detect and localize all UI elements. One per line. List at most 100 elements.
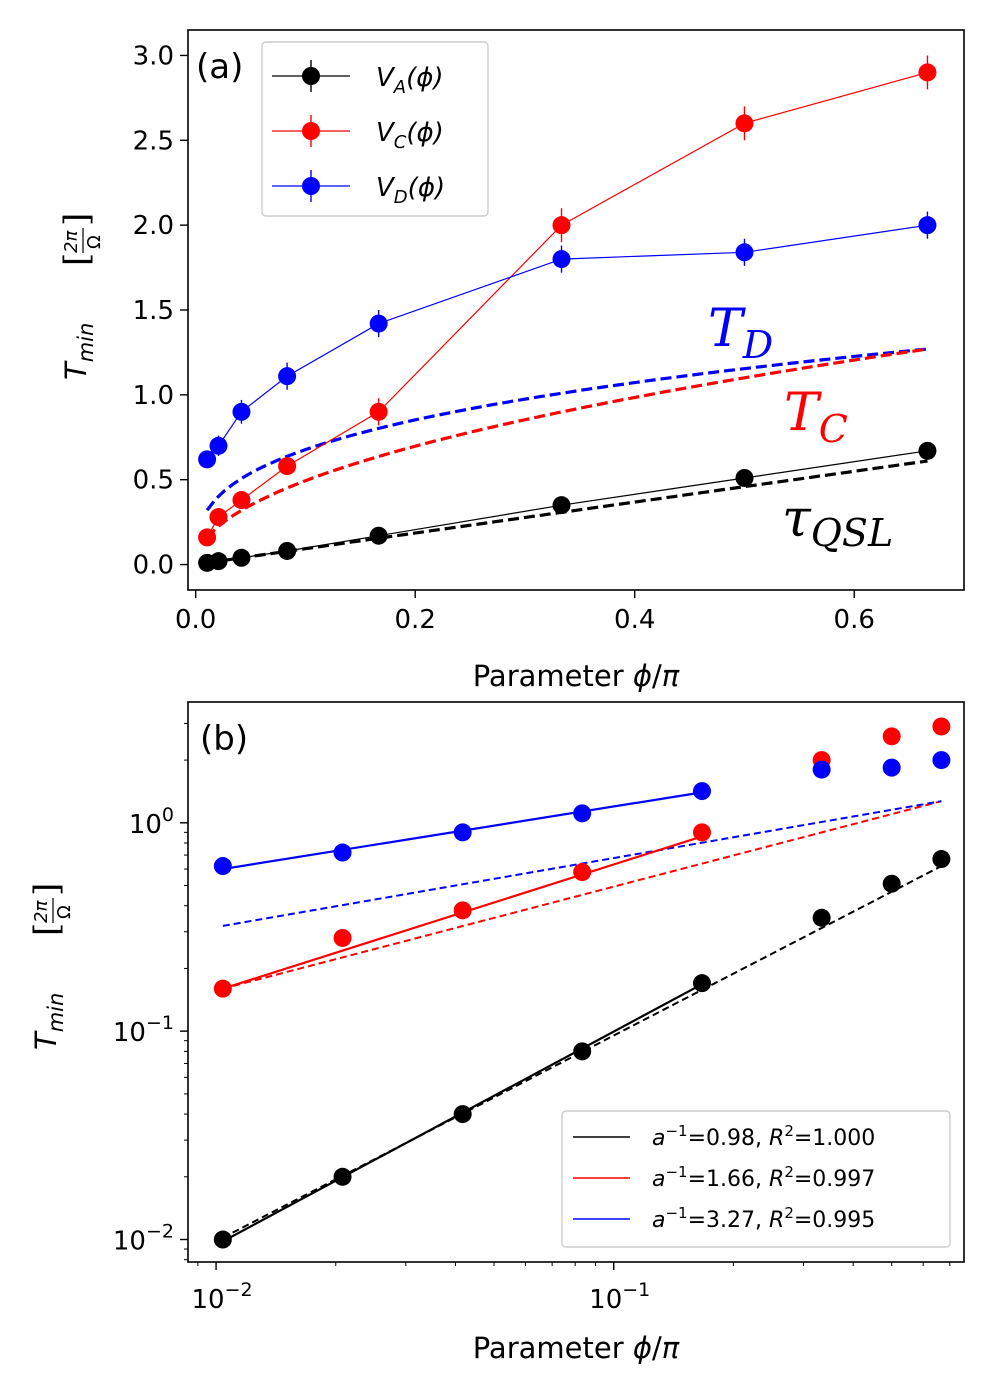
tick-label: 10−2 bbox=[113, 1221, 174, 1257]
y-tick-label: 1.5 bbox=[133, 296, 174, 326]
data-point bbox=[918, 63, 937, 82]
data-point bbox=[918, 216, 937, 235]
legend-entry: VA(ϕ) bbox=[376, 63, 444, 98]
tick-label: 10−1 bbox=[113, 1012, 174, 1048]
data-point bbox=[333, 843, 352, 862]
data-point bbox=[552, 250, 571, 269]
data-point bbox=[213, 979, 232, 998]
data-point bbox=[882, 758, 901, 777]
legend-marker bbox=[302, 177, 320, 195]
data-point bbox=[198, 528, 217, 547]
data-point bbox=[692, 782, 711, 801]
x-tick-label: 0.4 bbox=[614, 605, 655, 635]
data-point bbox=[812, 760, 831, 779]
data-point bbox=[369, 314, 388, 333]
data-point bbox=[369, 402, 388, 421]
panel-b-frame bbox=[187, 701, 965, 1263]
panel-a-y-label: Tmin [ 2π Ω ] bbox=[57, 213, 105, 380]
label-tc: TC bbox=[784, 383, 848, 451]
tick-label: 100 bbox=[129, 804, 174, 840]
data-point bbox=[573, 863, 592, 882]
tick-label: 10−2 bbox=[192, 1279, 253, 1315]
data-point bbox=[812, 908, 831, 927]
data-point bbox=[232, 548, 251, 567]
panel-b-y-ticks: 10−2 10−1 100 bbox=[113, 722, 188, 1261]
data-point bbox=[333, 1167, 352, 1186]
panel-b-y-label: Tmin [ 2π Ω ] bbox=[27, 883, 75, 1050]
dashed-curve-tc bbox=[205, 347, 928, 539]
svg-text:Ω: Ω bbox=[54, 905, 75, 919]
y-tick-label: 3.0 bbox=[133, 41, 174, 71]
data-point bbox=[552, 496, 571, 515]
x-tick-label: 0.6 bbox=[834, 605, 875, 635]
data-point bbox=[735, 114, 754, 133]
svg-text:]: ] bbox=[27, 883, 67, 896]
data-point bbox=[333, 928, 352, 947]
data-point bbox=[932, 850, 951, 869]
panel-b: 10−2 10−1 10−2 10−1 100 (b) a−1=0.98, R2=1.… bbox=[27, 701, 965, 1365]
panel-b-points bbox=[213, 717, 951, 1249]
y-tick-label: 1.0 bbox=[133, 381, 174, 411]
legend-entry: a−1=3.27, R2=0.995 bbox=[652, 1204, 875, 1233]
data-point bbox=[213, 857, 232, 876]
panel-b-label: (b) bbox=[200, 719, 248, 759]
data-point bbox=[232, 491, 251, 510]
dashed-curve-qsl bbox=[206, 459, 928, 565]
y-tick-label: 2.0 bbox=[133, 211, 174, 241]
data-point bbox=[278, 541, 297, 560]
data-point bbox=[453, 901, 472, 920]
panel-a: 0.0 0.2 0.4 0.6 0.0 0.5 1.0 1.5 2.0 2.5 3.0 (a) T… bbox=[57, 29, 965, 693]
panel-a-x-label: Parameter ϕ/π bbox=[473, 659, 680, 693]
panel-b-legend: a−1=0.98, R2=1.000 a−1=1.66, R2=0.997 a−1=… bbox=[561, 1110, 951, 1248]
svg-text:[: [ bbox=[27, 923, 67, 936]
dashed-curve-td bbox=[205, 347, 928, 512]
data-point bbox=[882, 727, 901, 746]
panel-a-label: (a) bbox=[196, 47, 243, 87]
legend-entry: VD(ϕ) bbox=[376, 173, 445, 208]
legend-entry: VC(ϕ) bbox=[376, 118, 444, 153]
data-point bbox=[692, 823, 711, 842]
panel-a-dashed-curves bbox=[205, 347, 928, 565]
x-tick-label: 0.2 bbox=[395, 605, 436, 635]
data-point bbox=[735, 243, 754, 262]
data-point bbox=[209, 508, 228, 527]
label-td: TD bbox=[708, 299, 773, 367]
legend-marker bbox=[302, 67, 320, 85]
legend-marker bbox=[302, 122, 320, 140]
data-point bbox=[573, 1042, 592, 1061]
data-point bbox=[573, 804, 592, 823]
panel-a-series bbox=[198, 55, 937, 572]
data-point bbox=[918, 441, 937, 460]
svg-text:Tmin: Tmin bbox=[29, 993, 68, 1050]
data-point bbox=[209, 552, 228, 571]
x-tick-label: 0.0 bbox=[175, 605, 216, 635]
y-tick-label: 0.0 bbox=[133, 551, 174, 581]
data-point bbox=[692, 974, 711, 993]
data-point bbox=[278, 367, 297, 386]
data-point bbox=[209, 436, 228, 455]
data-point bbox=[278, 457, 297, 476]
svg-text:Tmin: Tmin bbox=[59, 323, 98, 380]
tick-label: 10−1 bbox=[589, 1279, 650, 1315]
data-point bbox=[552, 216, 571, 235]
dashed-power-law bbox=[222, 800, 942, 990]
svg-text:]: ] bbox=[57, 213, 97, 226]
panel-a-y-ticks: 0.0 0.5 1.0 1.5 2.0 2.5 3.0 bbox=[133, 41, 188, 581]
data-point bbox=[213, 1230, 232, 1249]
data-point bbox=[232, 402, 251, 421]
panel-a-x-ticks: 0.0 0.2 0.4 0.6 bbox=[175, 590, 875, 635]
data-point bbox=[932, 717, 951, 736]
label-tau-qsl: τQSL bbox=[782, 489, 893, 555]
legend-entry: a−1=0.98, R2=1.000 bbox=[652, 1122, 875, 1151]
data-point bbox=[882, 874, 901, 893]
data-point bbox=[198, 450, 217, 469]
panel-b-x-ticks: 10−2 10−1 bbox=[192, 1262, 951, 1315]
svg-text:2π: 2π bbox=[31, 900, 52, 923]
panel-a-legend: VA(ϕ) VC(ϕ) VD(ϕ) bbox=[261, 41, 489, 217]
y-tick-label: 0.5 bbox=[133, 466, 174, 496]
svg-text:Ω: Ω bbox=[84, 235, 105, 249]
panel-b-x-label: Parameter ϕ/π bbox=[473, 1331, 680, 1365]
svg-text:[: [ bbox=[57, 253, 97, 266]
data-point bbox=[453, 1105, 472, 1124]
